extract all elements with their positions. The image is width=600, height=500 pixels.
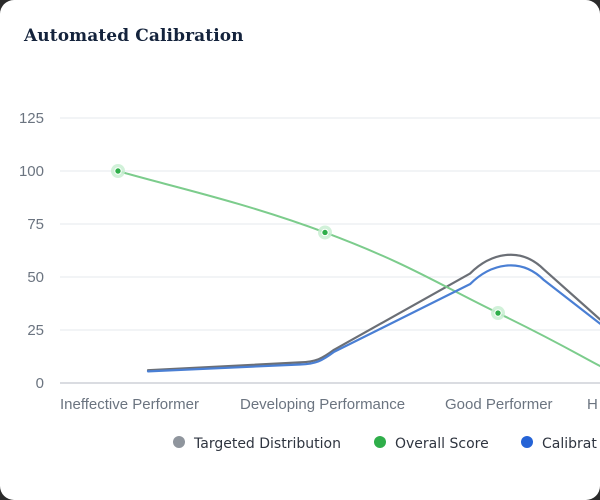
x-tick-label: H [587,396,598,413]
data-point[interactable] [321,228,329,237]
series-line-overall-score [117,170,600,368]
data-point[interactable] [494,309,502,317]
legend-label[interactable]: Targeted Distribution [193,436,341,452]
x-tick-label: Developing Performance [240,396,405,413]
y-tick-label: 0 [36,375,44,392]
series-line-2 [146,264,600,373]
x-tick-label: Ineffective Performer [60,396,199,413]
x-tick-label: Good Performer [445,396,553,413]
legend-marker[interactable] [374,436,386,448]
legend-label[interactable]: Calibrat [542,436,597,452]
series-line-0 [146,253,600,372]
legend-marker[interactable] [521,436,533,448]
y-tick-label: 100 [19,163,44,180]
y-tick-label: 25 [27,322,44,339]
legend-marker[interactable] [173,436,185,448]
y-tick-label: 125 [19,110,44,127]
y-tick-label: 50 [27,269,44,286]
legend-label[interactable]: Overall Score [395,436,489,452]
chart-title: Automated Calibration [24,26,244,46]
y-tick-label: 75 [27,216,44,233]
data-point[interactable] [114,167,122,175]
